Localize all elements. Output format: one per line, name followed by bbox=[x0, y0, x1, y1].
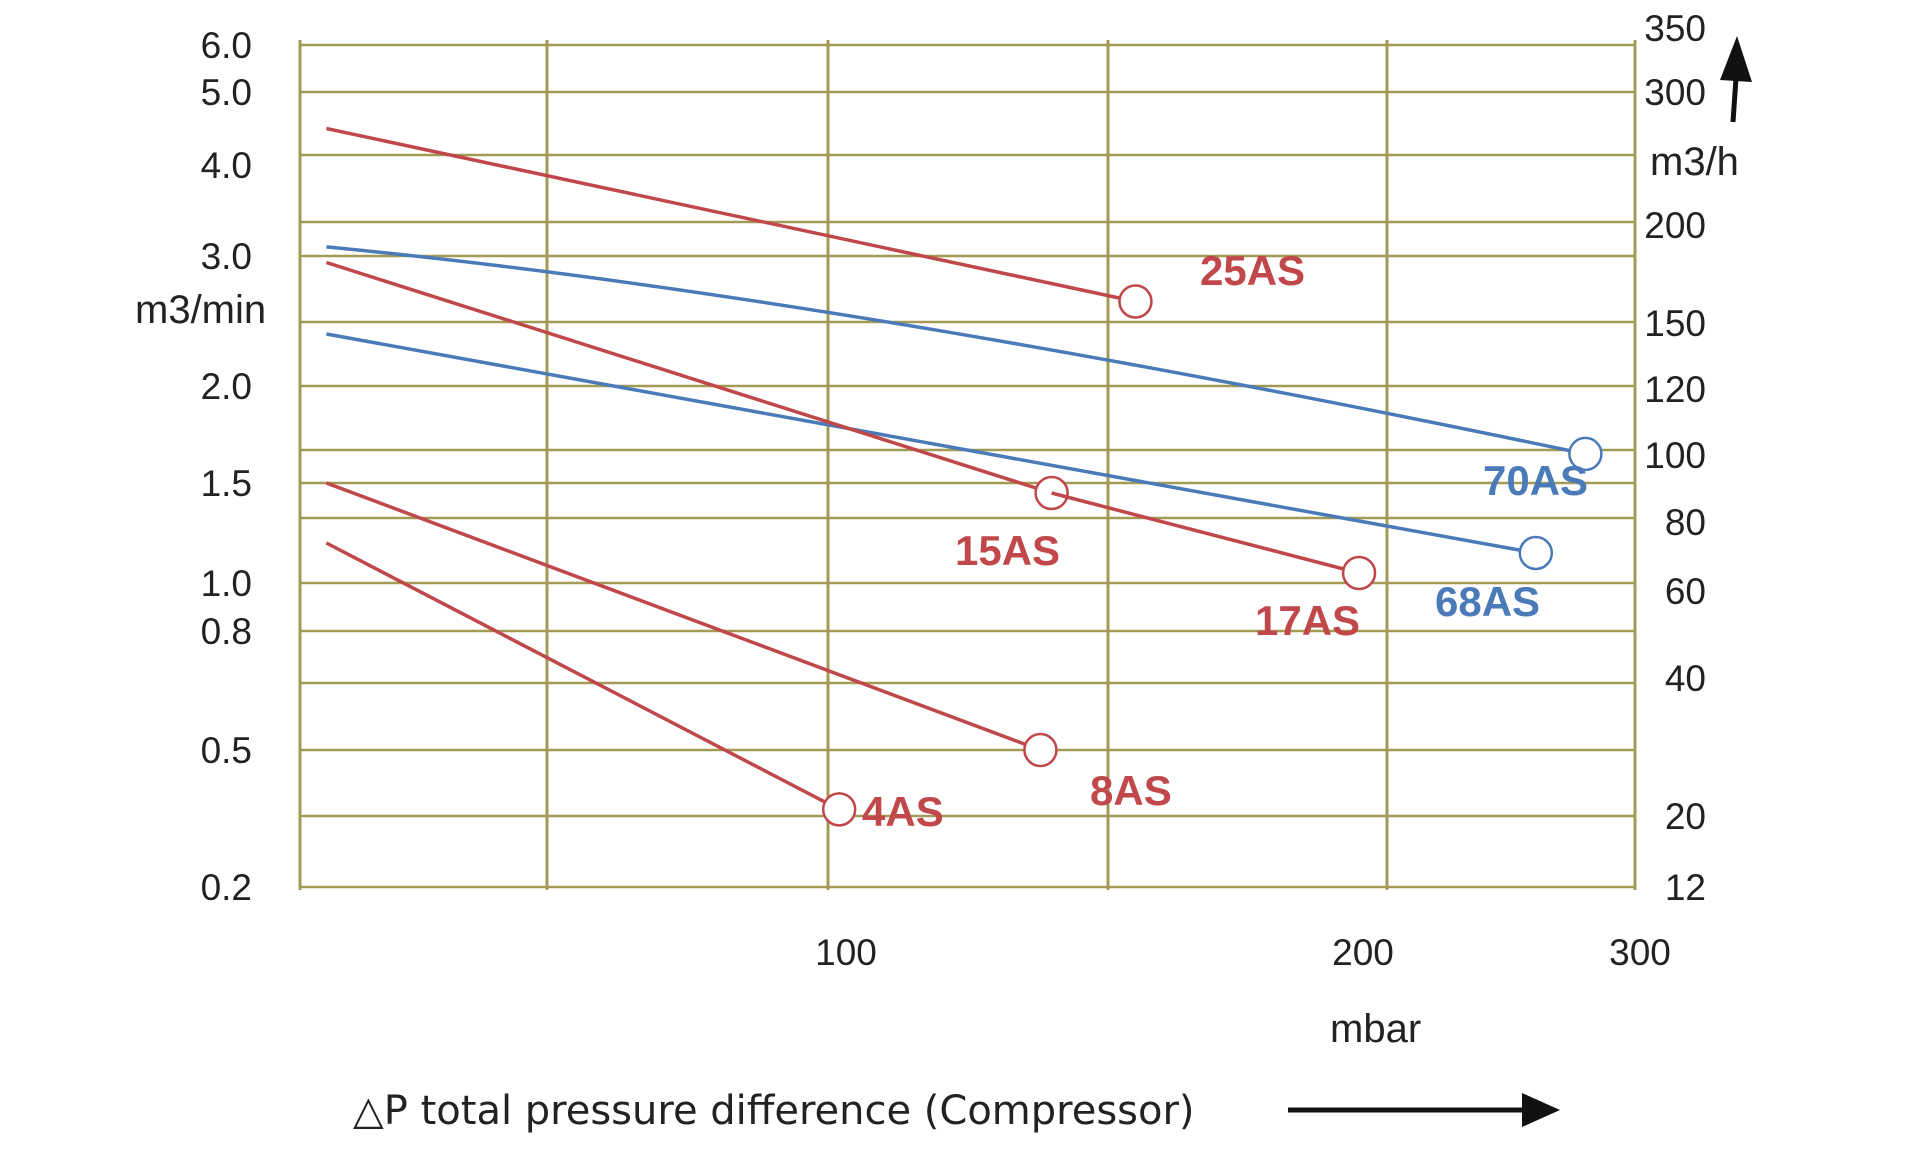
y-right-tick-label: 12 bbox=[1665, 867, 1706, 908]
series-layer: 25AS 70AS 68AS 15AS 17AS 8AS 4AS bbox=[325, 126, 1603, 835]
y-left-tick-label: 4.0 bbox=[201, 145, 252, 186]
y-right-tick-label: 350 bbox=[1644, 8, 1706, 49]
y-left-tick-label: 3.0 bbox=[201, 236, 252, 277]
x-axis-unit: mbar bbox=[1330, 1007, 1421, 1051]
series-line-4as bbox=[325, 541, 841, 811]
grid bbox=[298, 40, 1637, 890]
y-left-tick-label: 0.5 bbox=[201, 730, 252, 771]
series-label-25as: 25AS bbox=[1200, 247, 1305, 294]
series-line-17as bbox=[1051, 491, 1360, 575]
x-tick-label: 300 bbox=[1609, 932, 1671, 973]
y-right-tick-label: 100 bbox=[1644, 435, 1706, 476]
series-line-68as bbox=[326, 332, 1537, 555]
series-line-15as bbox=[325, 260, 1053, 495]
series-endpoint-25as bbox=[1118, 284, 1153, 319]
series-label-4as: 4AS bbox=[862, 788, 944, 835]
y-left-tick-label: 1.5 bbox=[201, 463, 252, 504]
y-right-tick-label: 80 bbox=[1665, 502, 1706, 543]
x-axis-title: △P total pressure difference (Compressor… bbox=[353, 1088, 1195, 1134]
y-left-tick-label: 2.0 bbox=[201, 366, 252, 407]
series-line-25as bbox=[326, 126, 1136, 304]
y-left-tick-label: 0.2 bbox=[201, 867, 252, 908]
y-right-tick-label: 150 bbox=[1644, 303, 1706, 344]
series-label-70as: 70AS bbox=[1483, 457, 1588, 504]
right-axis-arrow-icon bbox=[1720, 36, 1752, 123]
series-label-8as: 8AS bbox=[1090, 767, 1172, 814]
series-endpoint-17as bbox=[1341, 555, 1377, 591]
series-label-68as: 68AS bbox=[1435, 578, 1540, 625]
y-right-tick-label: 60 bbox=[1665, 571, 1706, 612]
x-tick-label: 200 bbox=[1332, 932, 1394, 973]
series-line-70as bbox=[326, 245, 1586, 456]
x-tick-label: 100 bbox=[815, 932, 877, 973]
series-label-15as: 15AS bbox=[955, 527, 1060, 574]
right-axis-unit: m3/h bbox=[1650, 140, 1739, 184]
y-left-tick-label: 1.0 bbox=[201, 563, 252, 604]
y-right-tick-label: 40 bbox=[1665, 658, 1706, 699]
tick-labels: 6.0 5.0 4.0 3.0 2.0 1.5 1.0 0.8 0.5 0.2 350 300 200 1… bbox=[201, 8, 1706, 973]
series-line-8as bbox=[325, 481, 1042, 752]
y-right-tick-label: 120 bbox=[1644, 369, 1706, 410]
y-right-tick-label: 20 bbox=[1665, 796, 1706, 837]
y-left-tick-label: 0.8 bbox=[201, 611, 252, 652]
left-axis-unit: m3/min bbox=[135, 288, 266, 332]
series-endpoint-8as bbox=[1023, 732, 1058, 768]
y-left-tick-label: 6.0 bbox=[201, 25, 252, 66]
series-label-17as: 17AS bbox=[1255, 597, 1360, 644]
series-endpoint-68as bbox=[1518, 535, 1554, 571]
y-right-tick-label: 300 bbox=[1644, 72, 1706, 113]
x-axis-arrow-icon bbox=[1288, 1093, 1560, 1127]
series-endpoint-70as bbox=[1568, 436, 1603, 472]
y-right-tick-label: 200 bbox=[1644, 205, 1706, 246]
y-left-tick-label: 5.0 bbox=[201, 72, 252, 113]
series-endpoint-4as bbox=[821, 792, 857, 827]
